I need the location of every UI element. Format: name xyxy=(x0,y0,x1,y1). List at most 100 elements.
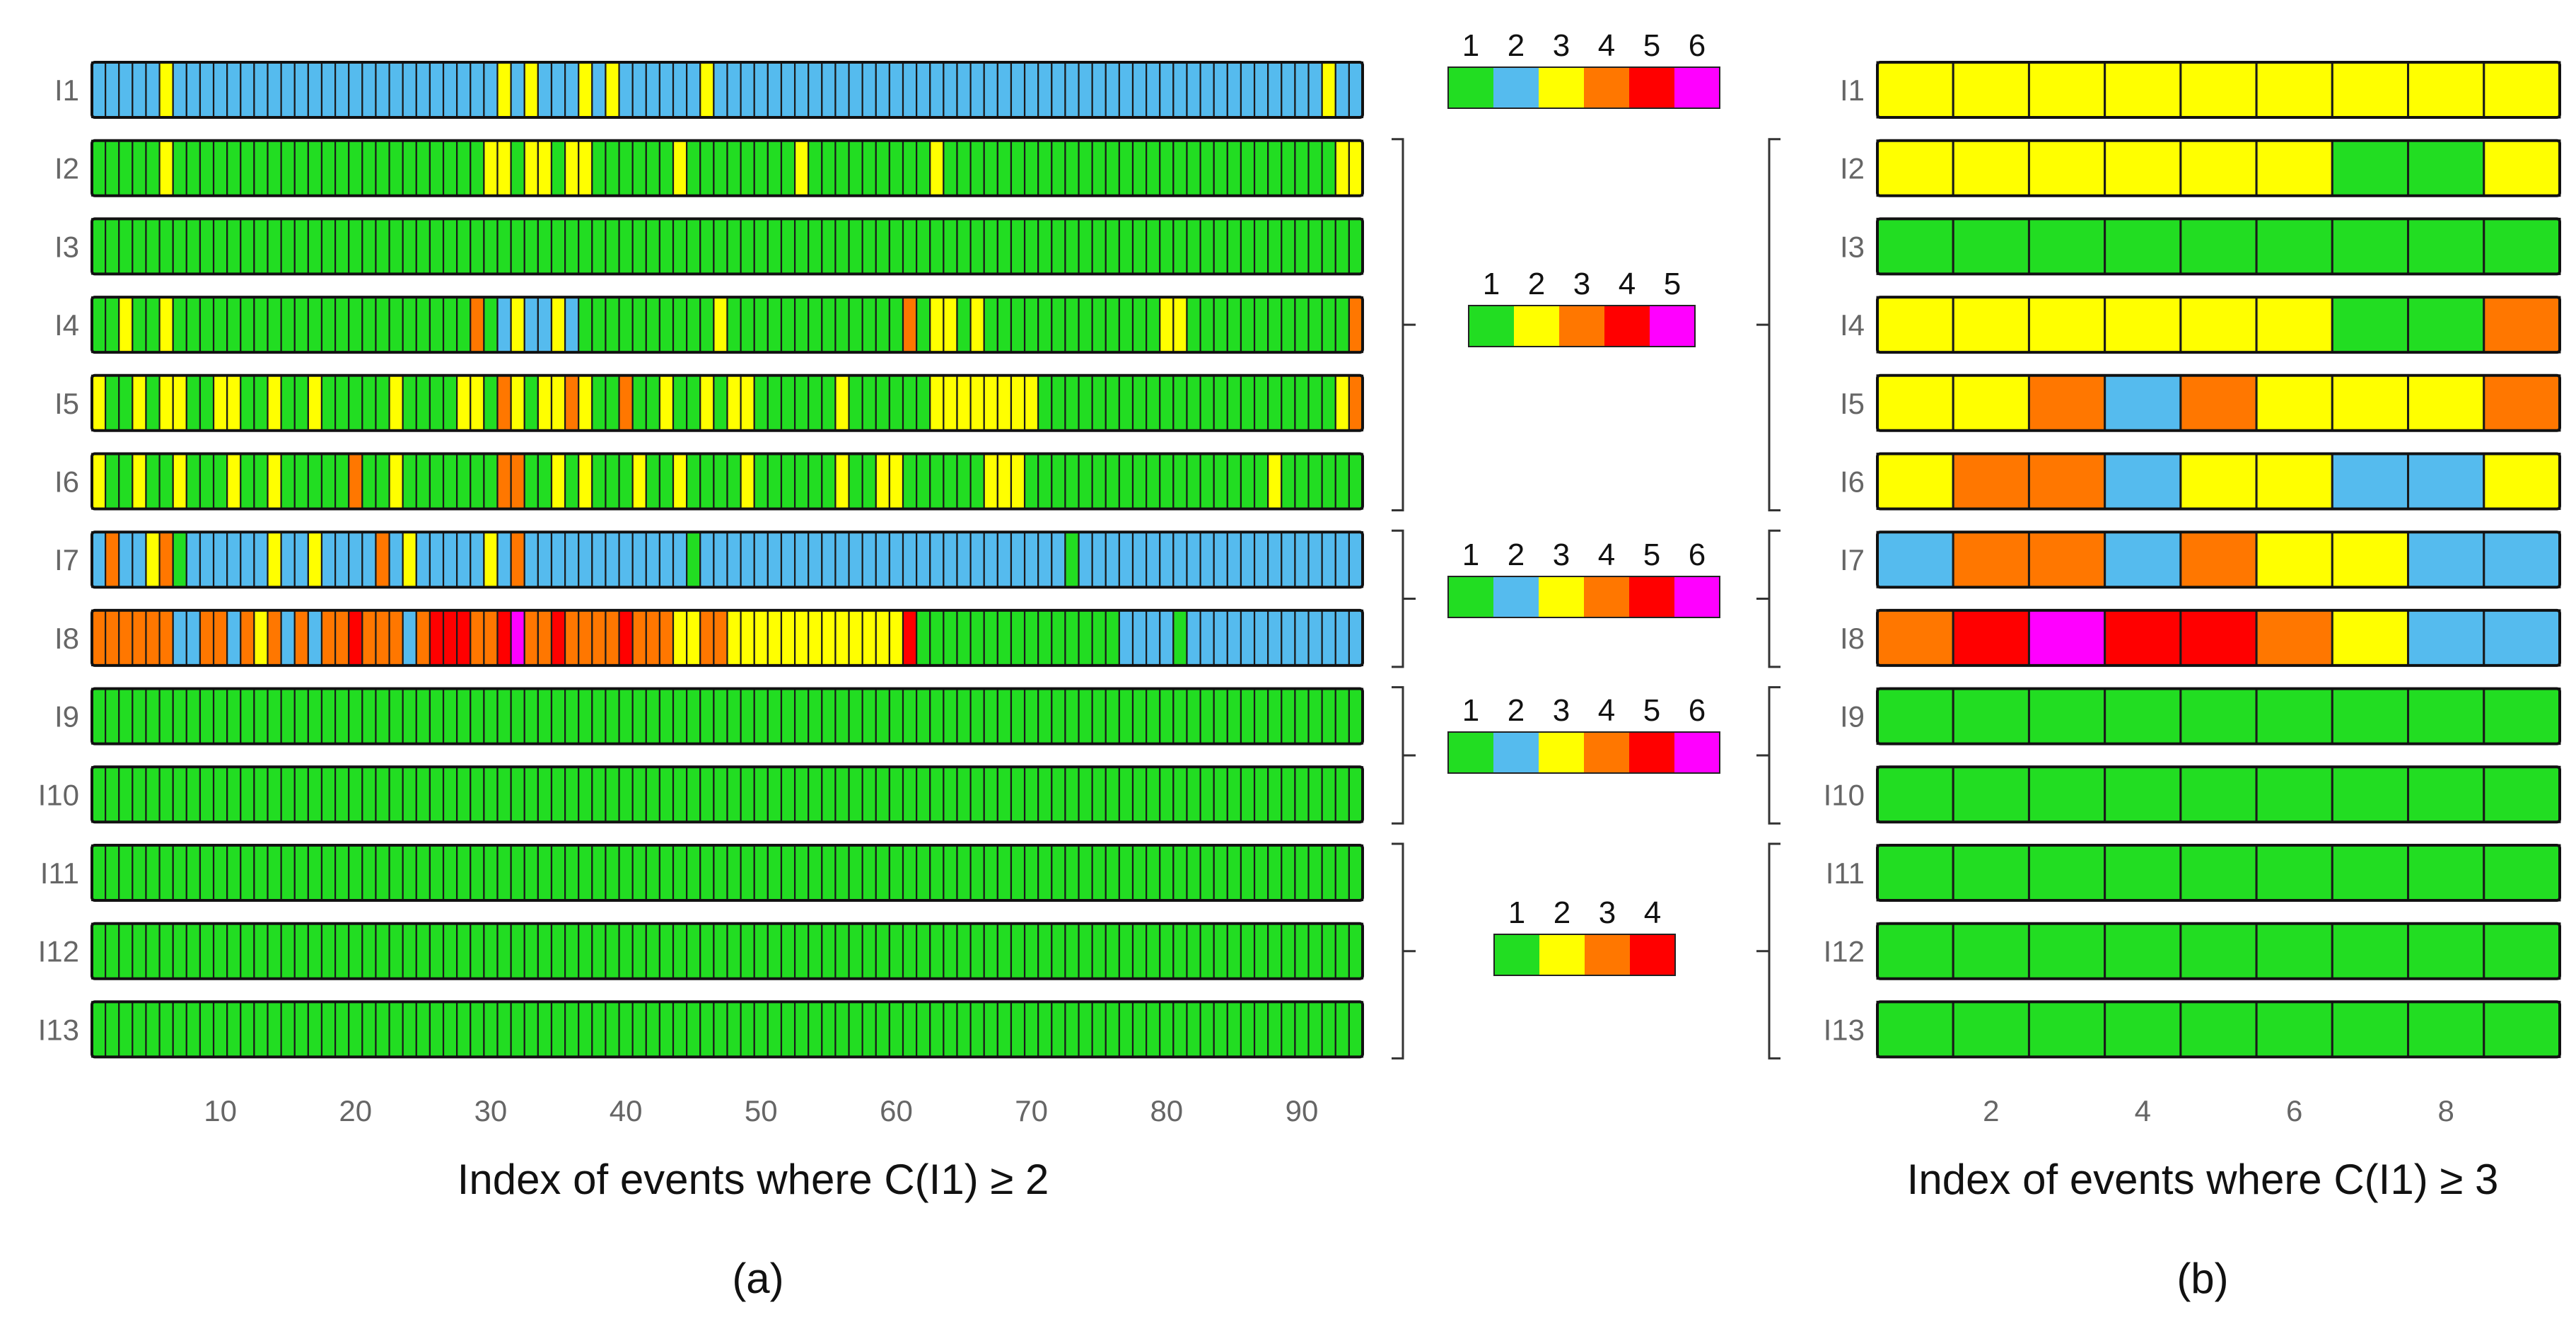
panel-b-cell xyxy=(2179,844,2258,902)
panel-a-cell xyxy=(1348,922,1364,980)
panel-a-cell xyxy=(943,374,958,431)
legend-swatch xyxy=(1604,306,1650,347)
panel-a-cell xyxy=(307,531,323,588)
panel-a-cell xyxy=(1131,453,1148,510)
panel-a-cell xyxy=(240,139,255,197)
panel-a-cell xyxy=(753,139,769,197)
panel-a-tick-label: 60 xyxy=(880,1094,913,1127)
panel-a-cell xyxy=(240,374,255,431)
panel-a-cell xyxy=(848,687,863,745)
panel-a-cell xyxy=(699,687,715,745)
panel-a-cell xyxy=(550,453,566,510)
panel-a-cell xyxy=(240,609,255,667)
panel-a-cell xyxy=(1213,609,1228,667)
panel-a-row-frame xyxy=(91,452,1364,511)
panel-a-cell xyxy=(402,1001,417,1058)
panel-a-cell xyxy=(1226,844,1242,902)
panel-a-cell xyxy=(348,766,363,823)
panel-a-cell xyxy=(1131,139,1148,197)
panel-a-cell xyxy=(510,766,525,823)
panel-b-cell xyxy=(2407,296,2485,354)
panel-a-cell xyxy=(1281,531,1296,588)
panel-a-cell xyxy=(523,687,539,745)
panel-a-cell xyxy=(929,922,945,980)
panel-a-cell xyxy=(523,531,539,588)
panel-a-cell xyxy=(456,296,472,354)
panel-a-cell xyxy=(969,296,985,354)
panel-a-cell xyxy=(808,139,823,197)
panel-a-row-label: I1 xyxy=(54,74,79,107)
panel-a-cell xyxy=(1159,766,1175,823)
panel-a-cell xyxy=(956,609,972,667)
panel-a-cell xyxy=(1118,61,1134,119)
panel-a-cell xyxy=(753,296,769,354)
panel-a-cell xyxy=(713,218,728,275)
panel-a-cell xyxy=(118,609,134,667)
panel-a-cell xyxy=(442,687,458,745)
panel-a-cell xyxy=(996,766,1013,823)
panel-b-row-label: I12 xyxy=(1824,935,1865,968)
panel-a-cell xyxy=(740,1001,755,1058)
panel-a-row-frame xyxy=(91,530,1364,589)
panel-a-cell xyxy=(267,218,282,275)
panel-b-cell xyxy=(2255,1000,2333,1058)
panel-a-cell xyxy=(658,296,675,354)
panel-a-cell xyxy=(834,687,850,745)
panel-a-cell xyxy=(821,922,837,980)
panel-a-cell xyxy=(483,609,499,667)
panel-a-cell xyxy=(780,453,796,510)
panel-a-cell xyxy=(578,374,593,431)
panel-b-cell xyxy=(1876,61,1954,119)
panel-a-cell xyxy=(496,922,512,980)
panel-b-cell xyxy=(2331,922,2410,980)
panel-a-cell xyxy=(1023,61,1039,119)
brace-right xyxy=(1756,138,1781,511)
legend-label: 4 xyxy=(1598,28,1615,63)
panel-a-cell xyxy=(1307,61,1323,119)
legend-label: 1 xyxy=(1462,538,1479,572)
panel-a-row-label: I11 xyxy=(40,857,79,890)
panel-a-cell xyxy=(132,531,147,588)
panel-a-cell xyxy=(578,218,593,275)
panel-b-cell xyxy=(2104,687,2182,745)
panel-a-cell xyxy=(172,687,187,745)
panel-a-cell xyxy=(226,453,242,510)
legend-swatch xyxy=(1629,67,1674,108)
panel-a-cell xyxy=(1294,766,1310,823)
panel-a-cell xyxy=(1253,531,1269,588)
panel-a-cell xyxy=(564,531,580,588)
panel-b-cell xyxy=(2255,217,2333,275)
panel-a-cell xyxy=(510,139,525,197)
panel-b-cell xyxy=(2331,296,2410,354)
panel-a-cell xyxy=(1307,844,1323,902)
panel-a-cell xyxy=(618,609,634,667)
panel-a-cell xyxy=(943,844,958,902)
panel-a-cell xyxy=(578,61,593,119)
panel-a-cell xyxy=(1037,609,1053,667)
panel-a-cell xyxy=(1010,374,1026,431)
panel-a-cell xyxy=(91,1001,107,1058)
panel-a-cell xyxy=(118,61,134,119)
panel-a-cell xyxy=(1091,1001,1107,1058)
legend-swatch xyxy=(1629,576,1674,617)
panel-a-cell xyxy=(91,531,107,588)
panel-a-cell xyxy=(631,687,647,745)
panel-a-cell xyxy=(1348,139,1364,197)
brace-left xyxy=(1392,529,1416,668)
panel-b-cell xyxy=(2179,922,2258,980)
panel-a-cell xyxy=(523,218,539,275)
panel-a-cell xyxy=(1118,296,1134,354)
panel-a-cell xyxy=(550,61,566,119)
panel-a-cell xyxy=(834,61,850,119)
panel-a-cell xyxy=(1131,766,1148,823)
panel-a-cell xyxy=(1240,922,1256,980)
panel-a-cell xyxy=(1010,296,1026,354)
panel-a-cell xyxy=(916,844,931,902)
panel-a-cell xyxy=(267,609,282,667)
legend-label: 6 xyxy=(1689,28,1706,63)
panel-a-cell xyxy=(713,453,728,510)
panel-a-cell xyxy=(172,531,187,588)
panel-a-cell xyxy=(91,766,107,823)
panel-a-cell xyxy=(402,766,417,823)
panel-a-cell xyxy=(1267,218,1283,275)
